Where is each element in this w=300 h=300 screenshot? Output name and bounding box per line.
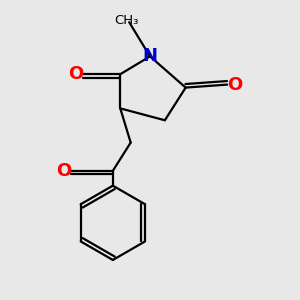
Text: CH₃: CH₃	[114, 14, 138, 27]
Text: O: O	[68, 65, 83, 83]
Text: O: O	[56, 162, 71, 180]
Text: O: O	[227, 76, 242, 94]
Text: N: N	[142, 47, 158, 65]
